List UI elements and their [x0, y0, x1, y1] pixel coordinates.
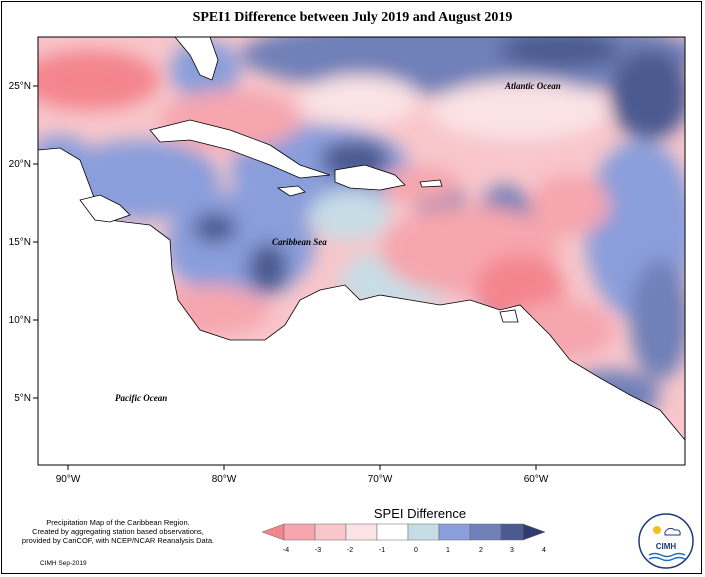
caribbean-sea-label: Caribbean Sea: [272, 237, 327, 247]
plot-border: [37, 36, 686, 466]
trinidad: [499, 309, 519, 323]
wave-icon: [648, 552, 686, 558]
colorbar-tick: 3: [510, 547, 514, 554]
colorbar-tick: -3: [315, 547, 321, 554]
cloud-icon: [664, 527, 681, 536]
lat-tick-label: 10°N: [9, 315, 31, 326]
colorbar-tick: 0: [414, 547, 418, 554]
colorbar-tick: 1: [446, 547, 450, 554]
colorbar-segment: [407, 523, 440, 541]
colorbar-segment: [345, 523, 378, 541]
jamaica: [276, 185, 306, 197]
colorbar-title: SPEI Difference: [373, 506, 467, 521]
florida: [174, 37, 219, 81]
lon-tick-label: 90°W: [56, 474, 81, 485]
colorbar-tick: -2: [347, 547, 353, 554]
colorbar-tick: 2: [479, 547, 483, 554]
atlantic-ocean-label: Atlantic Ocean: [504, 81, 561, 91]
colorbar-tick: -1: [379, 547, 385, 554]
land-masses: [38, 37, 685, 465]
map-title: SPEI1 Difference between July 2019 and A…: [192, 10, 513, 25]
logo-text: CIMH: [656, 542, 677, 551]
lat-axis: 25°N 20°N 15°N 10°N 5°N: [9, 81, 38, 404]
colorbar-segment: [500, 523, 524, 541]
puerto-rico: [419, 179, 443, 188]
credit-text: CIMH Sep-2019: [40, 560, 87, 567]
footnote-line: provided by CariCOF, with NCEP/NCAR Rean…: [21, 536, 215, 545]
lat-tick-label: 20°N: [9, 159, 31, 170]
footnote-line: Created by aggregating station based obs…: [32, 527, 204, 536]
sun-icon: [653, 526, 661, 534]
colorbar-segment: [376, 523, 409, 541]
cuba: [149, 119, 331, 179]
footnote: Precipitation Map of the Caribbean Regio…: [18, 518, 218, 545]
colorbar-tick: 4: [542, 547, 546, 554]
colorbar: -4 -3 -2 -1 0 1 2 3 4: [261, 523, 546, 554]
lat-tick-label: 15°N: [9, 237, 31, 248]
colorbar-segment: [469, 523, 502, 541]
central-america: [38, 147, 685, 465]
spei-field: [38, 37, 685, 465]
footnote-line: Precipitation Map of the Caribbean Regio…: [46, 518, 190, 527]
colorbar-arrow-left: [261, 523, 285, 541]
colorbar-tick: -4: [283, 547, 289, 554]
colorbar-arrow-right: [522, 523, 546, 541]
lon-tick-label: 70°W: [368, 474, 393, 485]
colorbar-segment: [438, 523, 471, 541]
colorbar-segment: [283, 523, 316, 541]
yucatan: [79, 194, 131, 223]
pacific-ocean-label: Pacific Ocean: [115, 393, 167, 403]
hispaniola: [334, 164, 406, 191]
lat-tick-label: 25°N: [9, 81, 31, 92]
colorbar-segment: [314, 523, 347, 541]
lon-axis: 90°W 80°W 70°W 60°W: [56, 465, 549, 485]
lon-tick-label: 60°W: [524, 474, 549, 485]
lat-tick-label: 5°N: [14, 393, 31, 404]
lon-tick-label: 80°W: [212, 474, 237, 485]
cimh-logo: CIMH: [638, 513, 694, 569]
